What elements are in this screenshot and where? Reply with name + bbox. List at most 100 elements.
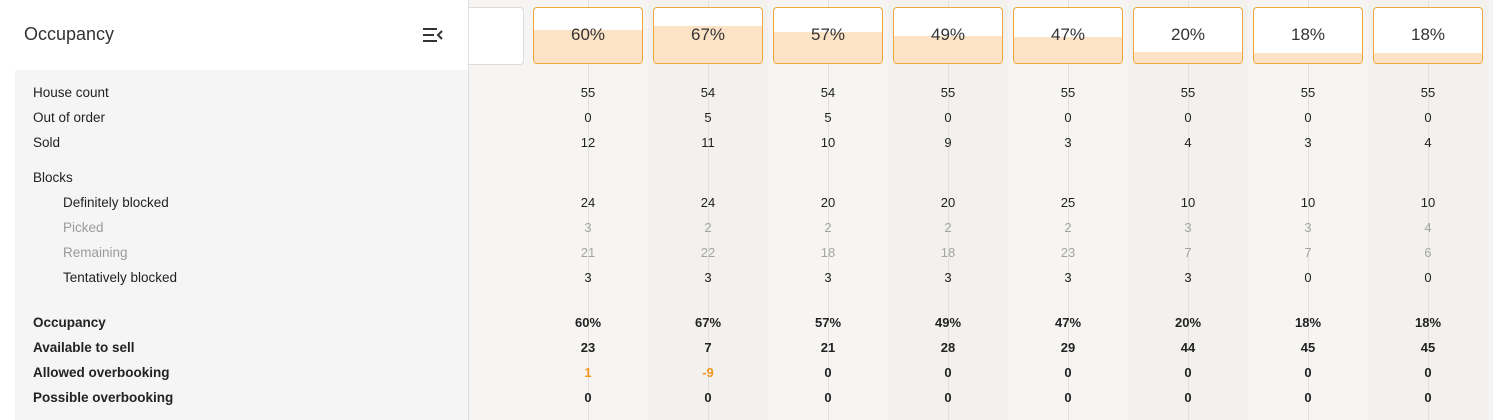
occupancy-card[interactable]: 57% [773,7,883,64]
cell-occupancy: 18% [1294,315,1322,330]
cell-picked: 3 [584,220,592,235]
row-label-tentatively-blocked: Tentatively blocked [63,270,178,285]
cell-out-of-order: 0 [584,110,592,125]
occupancy-card[interactable]: 20% [1133,7,1243,64]
row-label-sold: Sold [33,135,61,150]
cell-available-to-sell: 28 [940,340,956,355]
cell-picked: 2 [704,220,712,235]
cell-allowed-overbooking: 0 [824,365,832,380]
cell-sold: 9 [944,135,952,150]
occupancy-card[interactable]: 49% [893,7,1003,64]
row-label-house-count: House count [33,85,109,100]
cell-definitely-blocked: 10 [1180,195,1196,210]
cell-available-to-sell: 45 [1420,340,1436,355]
row-label-remaining: Remaining [63,245,128,260]
row-label-out-of-order: Out of order [33,110,106,125]
cell-definitely-blocked: 24 [700,195,716,210]
row-labels-panel: Occupancy [15,0,468,420]
occupancy-card-percent: 18% [1410,25,1446,44]
row-label-occupancy: Occupancy [33,315,106,330]
cell-allowed-overbooking: 1 [584,365,592,380]
cell-tentatively-blocked: 3 [944,270,952,285]
cell-occupancy: 67% [694,315,722,330]
cell-house-count: 55 [1420,85,1436,100]
occupancy-card[interactable]: 18% [1253,7,1363,64]
cell-occupancy: 18% [1414,315,1442,330]
cell-house-count: 55 [1300,85,1316,100]
cell-picked: 3 [1184,220,1192,235]
occupancy-card-percent: 20% [1170,25,1206,44]
cell-allowed-overbooking: 0 [1304,365,1312,380]
cell-house-count: 54 [700,85,716,100]
occupancy-fill-bar [1014,37,1122,63]
occupancy-fill-bar [894,36,1002,63]
left-edge-strip [0,0,15,420]
cell-house-count: 55 [940,85,956,100]
cell-possible-overbooking: 0 [584,390,592,405]
column-gridline [588,0,589,420]
row-label-available-to-sell: Available to sell [33,340,135,355]
cell-possible-overbooking: 0 [1184,390,1192,405]
occupancy-card[interactable]: 60% [533,7,643,64]
column-gridline [1068,0,1069,420]
row-label-picked: Picked [63,220,104,235]
cell-sold: 4 [1424,135,1432,150]
cell-possible-overbooking: 0 [1064,390,1072,405]
cell-out-of-order: 5 [824,110,832,125]
cell-remaining: 18 [940,245,956,260]
cell-remaining: 6 [1424,245,1432,260]
cell-tentatively-blocked: 0 [1304,270,1312,285]
cell-definitely-blocked: 25 [1060,195,1076,210]
cell-picked: 2 [824,220,832,235]
cell-out-of-order: 0 [1064,110,1072,125]
cell-house-count: 55 [1180,85,1196,100]
occupancy-fill-bar [1254,53,1362,63]
cell-occupancy: 47% [1054,315,1082,330]
row-label-blocks: Blocks [33,170,73,185]
occupancy-fill-bar [534,30,642,63]
cell-out-of-order: 0 [1184,110,1192,125]
row-label-definitely-blocked: Definitely blocked [63,195,169,210]
cell-picked: 2 [1064,220,1072,235]
cell-house-count: 54 [820,85,836,100]
cell-possible-overbooking: 0 [1304,390,1312,405]
cell-out-of-order: 5 [704,110,712,125]
cell-tentatively-blocked: 3 [704,270,712,285]
occupancy-card-percent: 60% [570,25,606,44]
column-gridline [1308,0,1309,420]
cell-possible-overbooking: 0 [704,390,712,405]
column-gridline [828,0,829,420]
cell-house-count: 55 [580,85,596,100]
column-gridline [948,0,949,420]
cell-sold: 3 [1064,135,1072,150]
cell-sold: 3 [1304,135,1312,150]
cell-allowed-overbooking: 0 [1424,365,1432,380]
cell-remaining: 7 [1184,245,1192,260]
menu-collapse-icon[interactable] [421,24,445,46]
cell-allowed-overbooking: 0 [1184,365,1192,380]
cell-sold: 10 [820,135,836,150]
cell-remaining: 18 [820,245,836,260]
cell-sold: 12 [580,135,596,150]
column-gridline [1428,0,1429,420]
occupancy-card[interactable]: 67% [653,7,763,64]
column-gridline [708,0,709,420]
cell-possible-overbooking: 0 [824,390,832,405]
cell-available-to-sell: 45 [1300,340,1316,355]
occupancy-fill-bar [1374,53,1482,63]
occupancy-card[interactable]: 18% [1373,7,1483,64]
cell-definitely-blocked: 10 [1300,195,1316,210]
cell-allowed-overbooking: -9 [702,365,714,380]
row-label-possible-overbooking: Possible overbooking [33,390,174,405]
occupancy-card-percent: 67% [690,25,726,44]
occupancy-fill-bar [654,26,762,63]
cell-out-of-order: 0 [944,110,952,125]
cell-available-to-sell: 7 [704,340,712,355]
row-label-allowed-overbooking: Allowed overbooking [33,365,170,380]
cell-remaining: 7 [1304,245,1312,260]
cell-sold: 4 [1184,135,1192,150]
cell-available-to-sell: 44 [1180,340,1196,355]
occupancy-card[interactable]: 47% [1013,7,1123,64]
cell-occupancy: 49% [934,315,962,330]
cell-picked: 2 [944,220,952,235]
